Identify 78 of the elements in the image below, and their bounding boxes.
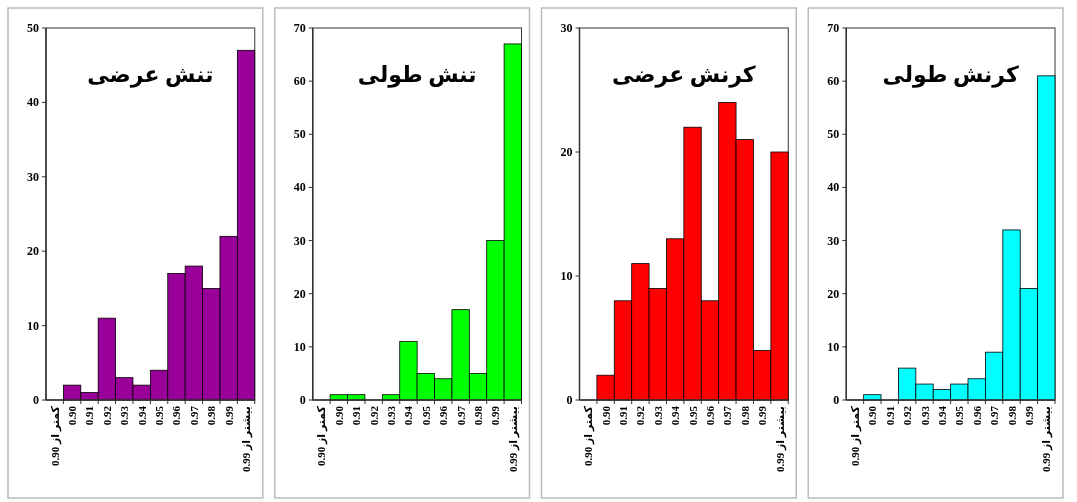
- y-tick-label: 40: [827, 180, 840, 195]
- y-tick-label: 0: [833, 393, 840, 407]
- x-tick-label: 0.90: [599, 405, 612, 426]
- x-tick-label: 0.95: [953, 405, 966, 426]
- y-tick-label: 0: [299, 393, 306, 407]
- x-tick-label: 0.98: [205, 405, 218, 426]
- x-tick-label: 0.97: [187, 405, 200, 426]
- x-tick-label: 0.96: [437, 405, 450, 426]
- y-tick-label: 60: [827, 74, 840, 89]
- y-tick-label: 20: [293, 286, 306, 301]
- y-tick-label: 10: [560, 269, 573, 283]
- text: کرنش عرضی: [612, 62, 756, 88]
- x-tick-label: 0.94: [669, 405, 682, 426]
- x-tick-label: 0.96: [703, 405, 716, 426]
- x-tick-label: 0.91: [83, 406, 96, 426]
- x-tick-label: بیشتر از 0.99: [240, 406, 254, 472]
- x-tick-label: کمتر از 0.90: [582, 405, 596, 466]
- y-tick-label: 30: [827, 233, 840, 248]
- x-tick-label: بیشتر از 0.99: [1040, 406, 1054, 472]
- x-tick-label: 0.99: [489, 405, 502, 426]
- text: تنش طولی: [357, 62, 477, 88]
- x-tick-label: 0.94: [135, 405, 148, 426]
- x-tick-label: 0.90: [866, 405, 879, 426]
- x-tick-label: کمتر از 0.90: [848, 405, 862, 466]
- x-tick-label: 0.92: [100, 405, 113, 426]
- y-tick-label: 40: [293, 180, 306, 195]
- y-tick-label: 30: [27, 169, 39, 184]
- x-tick-label: 0.96: [970, 405, 983, 426]
- x-tick-label: 0.93: [651, 405, 664, 426]
- text: کرنش طولی: [882, 62, 1020, 88]
- x-tick-label: 0.91: [616, 406, 629, 426]
- y-tick-label: 40: [27, 95, 39, 110]
- y-tick-label: 60: [293, 74, 306, 89]
- y-tick-label: 0: [566, 393, 573, 407]
- y-tick-label: 10: [27, 318, 39, 333]
- y-tick-label: 70: [293, 21, 306, 35]
- x-tick-label: 0.97: [988, 405, 1001, 426]
- x-tick-label: 0.98: [1005, 405, 1018, 426]
- x-tick-label: 0.91: [883, 406, 896, 426]
- x-tick-label: 0.98: [738, 405, 751, 426]
- x-tick-label: 0.99: [756, 405, 769, 426]
- y-tick-label: 50: [27, 21, 39, 35]
- x-tick-label: 0.98: [472, 405, 485, 426]
- y-tick-label: 30: [560, 21, 573, 35]
- x-tick-label: 0.99: [1022, 405, 1035, 426]
- x-tick-label: 0.99: [222, 405, 235, 426]
- x-tick-label: 0.91: [350, 406, 363, 426]
- x-tick-label: کمتر از 0.90: [315, 405, 329, 466]
- y-tick-label: 30: [293, 233, 306, 248]
- x-tick-label: بیشتر از 0.99: [506, 406, 520, 472]
- x-tick-label: 0.92: [367, 405, 380, 426]
- x-tick-label: 0.92: [634, 405, 647, 426]
- x-tick-label: 0.92: [901, 405, 914, 426]
- x-tick-label: 0.93: [118, 405, 131, 426]
- y-tick-label: 10: [293, 339, 306, 354]
- x-tick-label: 0.90: [332, 405, 345, 426]
- y-tick-label: 50: [827, 127, 840, 142]
- x-tick-label: 0.94: [935, 405, 948, 426]
- y-tick-label: 20: [827, 286, 840, 301]
- x-tick-label: 0.95: [419, 405, 432, 426]
- x-tick-label: بیشتر از 0.99: [773, 406, 787, 472]
- x-tick-label: 0.96: [170, 405, 183, 426]
- x-tick-label: 0.90: [66, 405, 79, 426]
- y-tick-label: 20: [560, 145, 573, 159]
- x-tick-label: 0.97: [454, 405, 467, 426]
- x-tick-label: 0.93: [385, 405, 398, 426]
- y-tick-label: 50: [293, 127, 306, 142]
- x-tick-label: 0.93: [918, 405, 931, 426]
- y-tick-label: 20: [27, 244, 39, 259]
- x-tick-label: 0.95: [686, 405, 699, 426]
- x-tick-label: کمتر از 0.90: [48, 405, 62, 466]
- y-tick-label: 10: [827, 339, 840, 354]
- y-tick-label: 70: [827, 21, 840, 35]
- x-tick-label: 0.94: [402, 405, 415, 426]
- x-tick-label: 0.95: [153, 405, 166, 426]
- x-tick-label: 0.97: [721, 405, 734, 426]
- y-tick-label: 0: [33, 393, 39, 407]
- text: تنش عرضی: [87, 62, 214, 88]
